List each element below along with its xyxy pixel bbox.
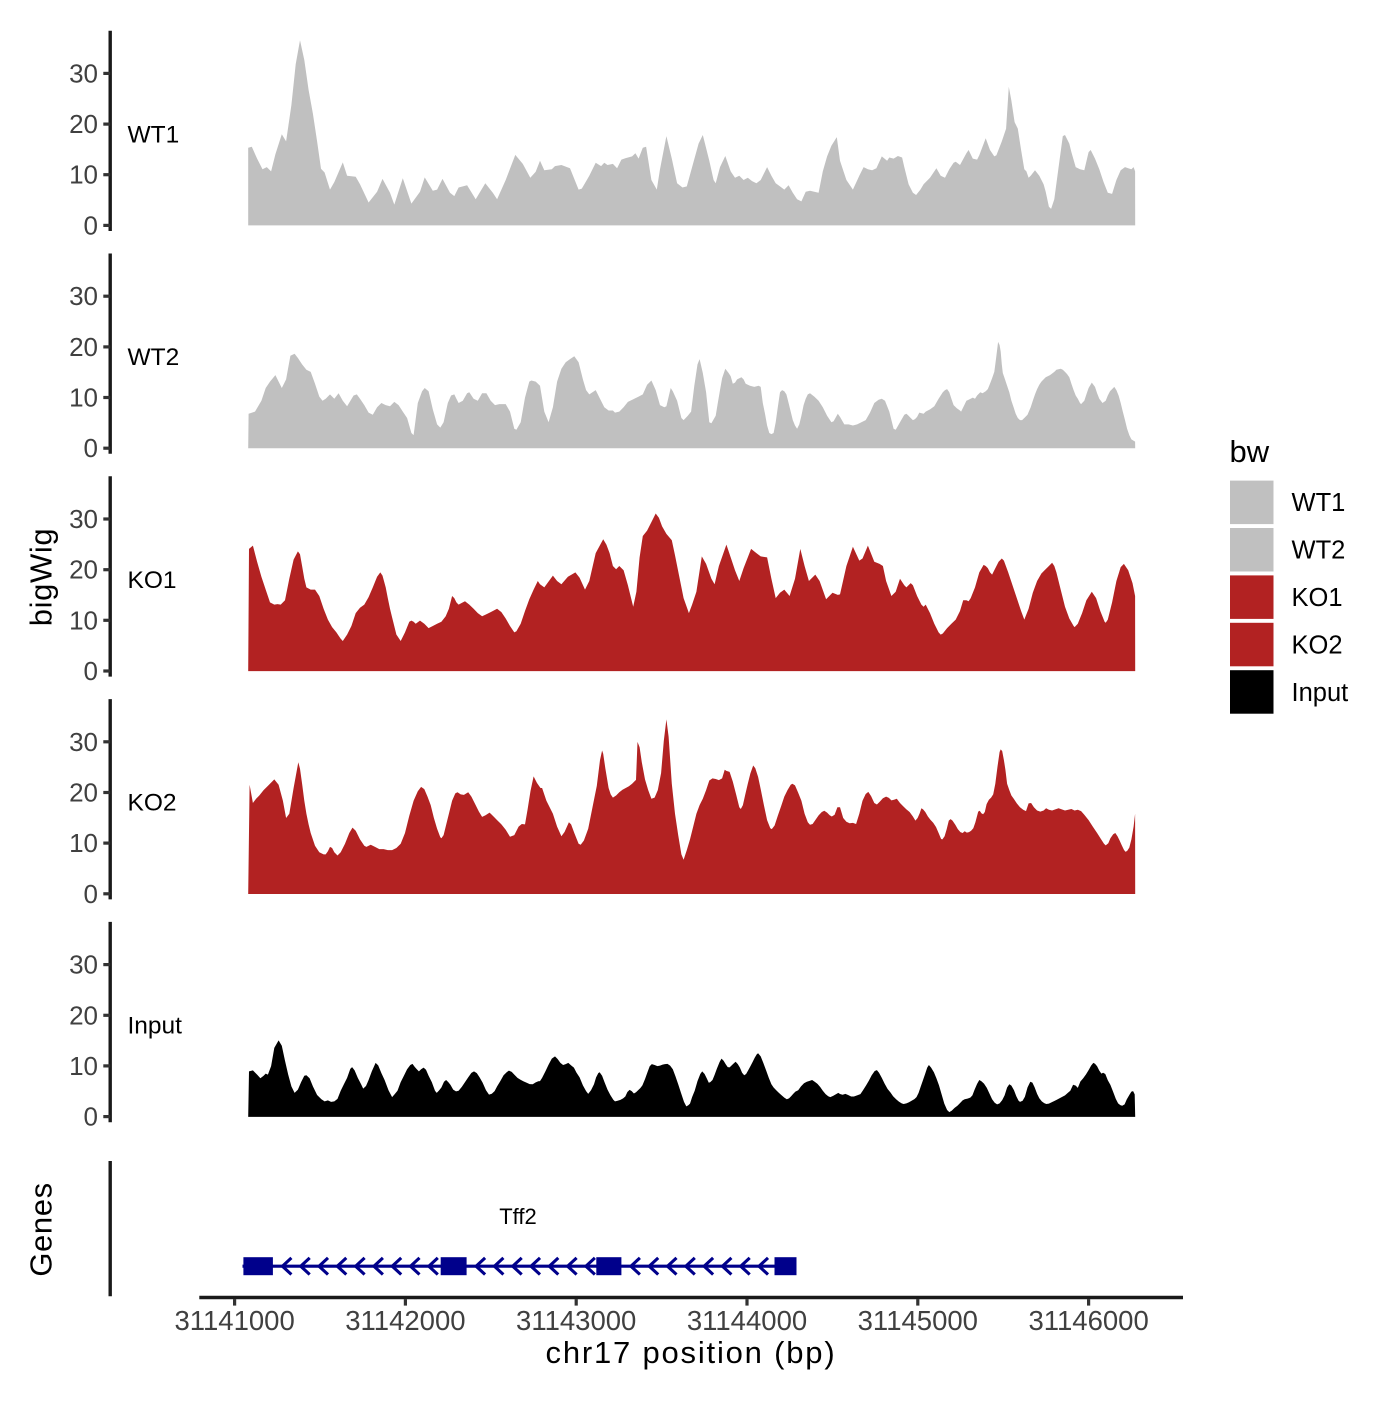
svg-text:Input: Input <box>1292 679 1349 707</box>
svg-text:20: 20 <box>69 332 98 362</box>
svg-text:0: 0 <box>84 1102 98 1132</box>
svg-text:chr17 position (bp): chr17 position (bp) <box>546 1335 837 1370</box>
svg-text:20: 20 <box>69 555 98 585</box>
svg-text:0: 0 <box>84 210 98 240</box>
svg-text:20: 20 <box>69 109 98 139</box>
svg-text:WT2: WT2 <box>128 344 180 371</box>
svg-text:10: 10 <box>69 828 98 858</box>
svg-text:31144000: 31144000 <box>687 1305 807 1336</box>
svg-text:10: 10 <box>69 383 98 413</box>
svg-text:WT2: WT2 <box>1292 537 1346 565</box>
svg-text:KO2: KO2 <box>1292 631 1343 659</box>
svg-text:KO1: KO1 <box>128 567 177 594</box>
svg-text:WT1: WT1 <box>128 121 180 148</box>
svg-text:31143000: 31143000 <box>516 1305 636 1336</box>
svg-text:0: 0 <box>84 656 98 686</box>
svg-text:0: 0 <box>84 879 98 909</box>
svg-text:bw: bw <box>1230 434 1270 469</box>
svg-text:bigWig: bigWig <box>24 528 59 626</box>
svg-text:30: 30 <box>69 950 98 980</box>
svg-text:Tff2: Tff2 <box>499 1204 537 1229</box>
svg-text:Input: Input <box>128 1013 183 1040</box>
svg-text:31142000: 31142000 <box>345 1305 465 1336</box>
svg-text:30: 30 <box>69 281 98 311</box>
svg-text:10: 10 <box>69 1051 98 1081</box>
svg-text:20: 20 <box>69 778 98 808</box>
svg-text:10: 10 <box>69 160 98 190</box>
svg-text:31146000: 31146000 <box>1028 1305 1148 1336</box>
svg-text:Genes: Genes <box>24 1182 59 1276</box>
svg-text:10: 10 <box>69 605 98 635</box>
svg-text:WT1: WT1 <box>1292 489 1346 517</box>
svg-text:30: 30 <box>69 58 98 88</box>
svg-text:30: 30 <box>69 504 98 534</box>
svg-text:KO2: KO2 <box>128 790 177 817</box>
svg-text:31145000: 31145000 <box>858 1305 978 1336</box>
svg-text:20: 20 <box>69 1000 98 1030</box>
svg-text:KO1: KO1 <box>1292 584 1343 612</box>
svg-text:31141000: 31141000 <box>174 1305 294 1336</box>
svg-text:0: 0 <box>84 433 98 463</box>
svg-text:30: 30 <box>69 727 98 757</box>
